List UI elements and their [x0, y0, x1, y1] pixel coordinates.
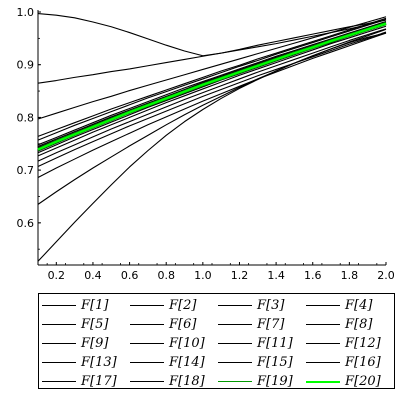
legend-swatch: [306, 343, 340, 344]
legend-item: F[10]: [130, 334, 218, 353]
series-line-F15: [37, 18, 387, 141]
legend-item: F[19]: [218, 372, 306, 391]
legend-label: F[16]: [345, 355, 381, 370]
legend-swatch: [42, 362, 76, 363]
legend-label: F[15]: [257, 355, 293, 370]
legend-label: F[4]: [345, 298, 373, 313]
series-line-F8: [37, 25, 387, 157]
x-tick-label: 0.4: [84, 269, 102, 282]
x-tick-label: 0.8: [157, 269, 175, 282]
legend-swatch: [130, 362, 164, 363]
legend-item: F[9]: [42, 334, 130, 353]
legend-label: F[10]: [169, 336, 205, 351]
series-line-F20: [37, 22, 387, 151]
x-tick-label: 0.2: [48, 269, 66, 282]
legend-swatch: [130, 324, 164, 325]
x-tick-label: 2.0: [377, 269, 395, 282]
x-tick-label: 1.6: [304, 269, 322, 282]
legend-swatch: [130, 381, 164, 382]
legend-label: F[9]: [81, 336, 109, 351]
series-line-F5: [37, 32, 387, 178]
legend-item: F[12]: [306, 334, 394, 353]
legend-swatch: [218, 305, 252, 306]
x-tick-label: 1.4: [267, 269, 285, 282]
legend-grid: F[1] F[2] F[3] F[4] F[5] F[6] F[7] F[8] F[9] F[10…: [39, 294, 394, 391]
legend-swatch: [130, 305, 164, 306]
y-tick-label: 0.9: [17, 59, 35, 72]
legend-swatch: [42, 381, 76, 382]
y-tick-label: 0.7: [17, 164, 35, 177]
legend-item: F[15]: [218, 353, 306, 372]
legend-label: F[11]: [257, 336, 293, 351]
legend-label: F[1]: [81, 298, 109, 313]
legend-item: F[11]: [218, 334, 306, 353]
series-line-F17: [37, 16, 387, 120]
x-tick-label: 0.6: [121, 269, 139, 282]
legend-item: F[13]: [42, 353, 130, 372]
legend-item: F[1]: [42, 296, 130, 315]
legend-label: F[3]: [257, 298, 285, 313]
series-line-F4: [37, 28, 387, 205]
chart-lines: [37, 13, 387, 262]
legend-item: F[17]: [42, 372, 130, 391]
series-line-F7: [37, 28, 387, 162]
x-tick-label: 1.2: [231, 269, 249, 282]
legend-item: F[14]: [130, 353, 218, 372]
legend-swatch: [42, 305, 76, 306]
legend-label: F[2]: [169, 298, 197, 313]
chart-legend: F[1] F[2] F[3] F[4] F[5] F[6] F[7] F[8] F[9] F[10…: [38, 293, 395, 389]
legend-label: F[5]: [81, 317, 109, 332]
legend-item: F[5]: [42, 315, 130, 334]
legend-item: F[16]: [306, 353, 394, 372]
legend-label: F[17]: [81, 374, 117, 389]
legend-label: F[6]: [169, 317, 197, 332]
legend-label: F[12]: [345, 336, 381, 351]
legend-label: F[14]: [169, 355, 205, 370]
legend-swatch: [42, 343, 76, 344]
legend-swatch: [42, 324, 76, 325]
legend-swatch: [306, 305, 340, 306]
legend-swatch: [130, 343, 164, 344]
legend-label: F[20]: [345, 374, 381, 389]
legend-swatch: [306, 380, 340, 383]
y-tick-label: 1.0: [17, 6, 35, 19]
legend-item: F[20]: [306, 372, 394, 391]
legend-label: F[18]: [169, 374, 205, 389]
legend-item: F[7]: [218, 315, 306, 334]
chart-tick-labels: 0.2 0.4 0.6 0.8 1.0 1.2 1.4 1.6 1.8 2.0 0.6 0.7 0.8 0…: [17, 6, 395, 282]
y-tick-label: 0.6: [17, 217, 35, 230]
legend-label: F[7]: [257, 317, 285, 332]
legend-swatch: [218, 362, 252, 363]
legend-item: F[8]: [306, 315, 394, 334]
legend-label: F[19]: [257, 374, 293, 389]
x-tick-label: 1.0: [194, 269, 212, 282]
legend-item: F[6]: [130, 315, 218, 334]
chart-axes: [37, 10, 387, 266]
series-line-F6: [37, 31, 387, 167]
legend-swatch: [218, 324, 252, 325]
x-tick-label: 1.8: [341, 269, 359, 282]
legend-item: F[4]: [306, 296, 394, 315]
legend-item: F[3]: [218, 296, 306, 315]
series-line-F14: [37, 20, 387, 146]
legend-label: F[13]: [81, 355, 117, 370]
legend-swatch: [306, 362, 340, 363]
legend-item: F[18]: [130, 372, 218, 391]
legend-swatch: [306, 324, 340, 325]
y-tick-label: 0.8: [17, 111, 35, 124]
line-chart: 0.2 0.4 0.6 0.8 1.0 1.2 1.4 1.6 1.8 2.0 0.6 0.7 0.8 0…: [17, 6, 395, 282]
legend-item: F[2]: [130, 296, 218, 315]
legend-swatch: [218, 381, 252, 382]
series-line-F16: [37, 17, 387, 137]
legend-label: F[8]: [345, 317, 373, 332]
legend-swatch: [218, 343, 252, 344]
